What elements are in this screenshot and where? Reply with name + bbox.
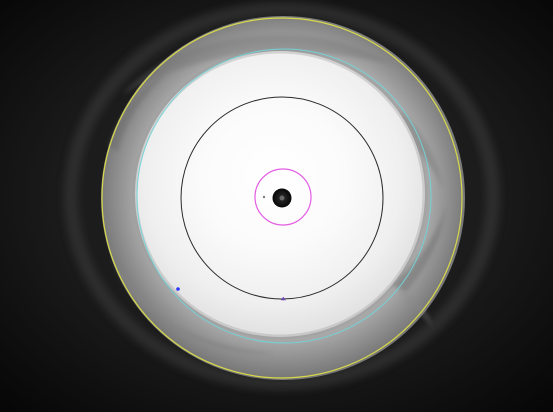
center-spot-highlight bbox=[279, 195, 285, 201]
blue-marker bbox=[176, 287, 180, 291]
purple-marker bbox=[280, 296, 286, 301]
ring-texture bbox=[108, 35, 446, 354]
small-dark-dot bbox=[262, 195, 266, 199]
inner-field-edge-shadow bbox=[132, 48, 428, 340]
center-marker-circle bbox=[254, 168, 312, 226]
outer-boundary-circle bbox=[101, 17, 463, 379]
inner-boundary-circle bbox=[136, 48, 432, 344]
